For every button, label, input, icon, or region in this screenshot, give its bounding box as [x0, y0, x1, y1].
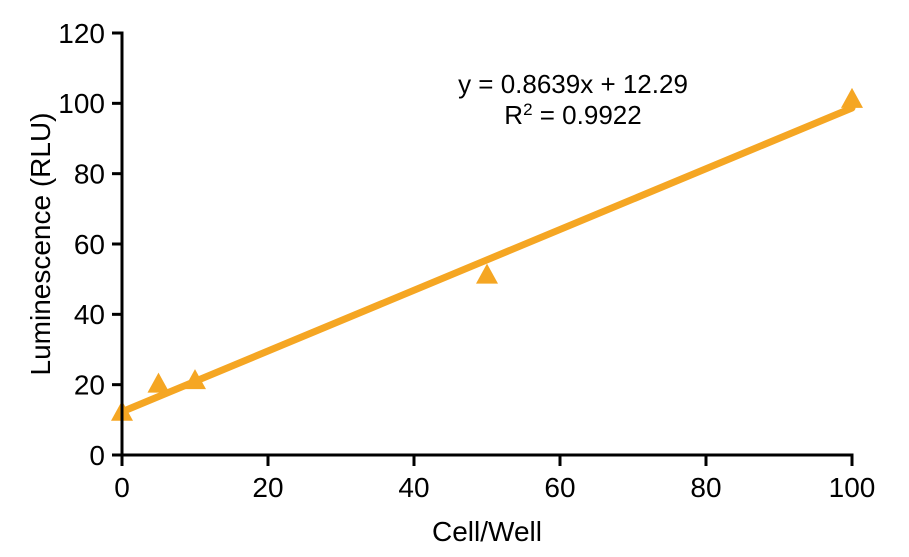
r-squared-value: = 0.9922 [533, 100, 642, 130]
x-tick-label: 0 [114, 472, 130, 503]
x-tick-label: 40 [398, 472, 429, 503]
x-tick-label: 20 [252, 472, 283, 503]
x-axis-title: Cell/Well [432, 516, 542, 547]
y-axis-title: Luminescence (RLU) [25, 113, 56, 376]
y-tick-label: 100 [58, 88, 105, 119]
trendline-equation-label: y = 0.8639x + 12.29 [458, 69, 688, 99]
y-tick-label: 120 [58, 18, 105, 49]
r-squared-label: R2 = 0.9922 [504, 100, 641, 130]
y-tick-label: 20 [74, 369, 105, 400]
x-tick-label: 60 [544, 472, 575, 503]
data-point-marker [147, 372, 170, 393]
r-squared-base: R [504, 100, 523, 130]
y-tick-label: 60 [74, 229, 105, 260]
x-tick-label: 80 [690, 472, 721, 503]
y-tick-label: 0 [89, 440, 105, 471]
trendline [118, 104, 856, 416]
r-squared-superscript: 2 [523, 100, 532, 119]
x-tick-label: 100 [829, 472, 876, 503]
data-point-marker [841, 87, 863, 108]
data-point-marker [184, 369, 206, 390]
y-tick-label: 40 [74, 299, 105, 330]
data-point-marker [476, 263, 498, 284]
y-tick-label: 80 [74, 158, 105, 189]
